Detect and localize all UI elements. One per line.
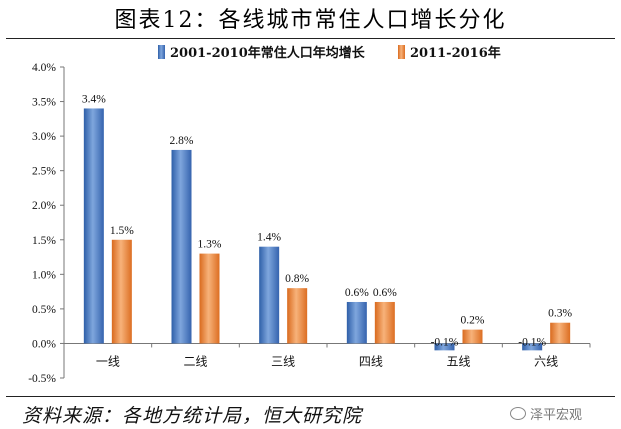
data-label: -0.1% (431, 336, 459, 348)
bar (287, 288, 308, 344)
chart-title: 图表12：各线城市常住人口增长分化 (114, 8, 507, 33)
y-tick-label: -0.5% (28, 373, 56, 385)
data-label: 1.4% (257, 232, 281, 244)
footer-divider (6, 396, 615, 397)
bar (374, 301, 395, 344)
legend-label-2: 2011-2016年 (410, 45, 501, 61)
data-label: 0.3% (548, 308, 572, 320)
bar (199, 253, 220, 344)
data-label: 0.2% (461, 315, 485, 327)
bar (111, 239, 132, 344)
data-label: 0.6% (373, 287, 397, 299)
x-tick-label: 二线 (183, 354, 207, 368)
data-label: 1.5% (110, 225, 134, 237)
y-tick-label: 1.5% (32, 235, 56, 247)
legend-swatch-1 (158, 45, 165, 59)
y-tick-label: 2.0% (32, 200, 56, 212)
y-tick-label: 0.5% (32, 304, 56, 316)
y-tick-label: 0.0% (32, 338, 56, 350)
data-label: 2.8% (170, 135, 194, 147)
x-tick-label: 五线 (446, 354, 470, 368)
watermark-label: 泽平宏观 (530, 408, 583, 423)
x-tick-label: 四线 (359, 354, 383, 368)
bar-chart: 2001-2010年常住人口年均增长 2011-2016年 -0.5% 0.0% 0.5… (28, 45, 591, 385)
wechat-icon (510, 407, 526, 420)
legend-swatch-2 (398, 45, 405, 59)
bar (259, 246, 280, 344)
watermark: 泽平宏观 (510, 404, 582, 423)
x-tick-label: 一线 (96, 354, 120, 368)
bar (171, 149, 192, 344)
data-label: 0.6% (345, 287, 369, 299)
y-tick-label: 2.5% (32, 166, 56, 178)
x-tick-label: 三线 (271, 354, 295, 368)
y-tick-label: 3.5% (32, 97, 56, 109)
bar (550, 322, 571, 344)
legend-label-1: 2001-2010年常住人口年均增长 (170, 45, 366, 61)
y-tick-label: 1.0% (32, 269, 56, 281)
y-tick-label: 4.0% (32, 62, 56, 74)
bar (522, 343, 543, 351)
bar (346, 301, 367, 344)
x-tick-label: 六线 (534, 354, 558, 368)
source-note: 资料来源：各地方统计局，恒大研究院 (22, 405, 363, 427)
title-divider (6, 38, 615, 39)
y-tick-label: 3.0% (32, 131, 56, 143)
bar (83, 108, 104, 344)
data-label: -0.1% (518, 336, 546, 348)
data-label: 0.8% (285, 273, 309, 285)
bar (434, 343, 455, 351)
data-label: 3.4% (82, 93, 106, 105)
data-label: 1.3% (198, 239, 222, 251)
bar (462, 329, 483, 344)
